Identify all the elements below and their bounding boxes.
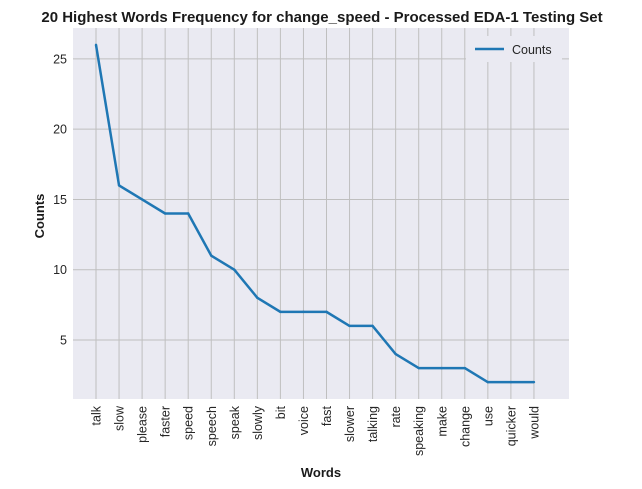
- data-point: [163, 212, 167, 215]
- data-point: [187, 212, 190, 215]
- y-tick-label: 5: [60, 333, 67, 347]
- series: [94, 43, 536, 384]
- data-point: [417, 366, 420, 370]
- x-tick-label: faster: [159, 406, 173, 437]
- y-tick-label: 25: [53, 52, 67, 66]
- y-ticks: 5 10 15 20 25: [53, 52, 67, 347]
- data-point: [140, 198, 144, 201]
- x-tick-label: bit: [274, 405, 288, 419]
- x-tick-label: would: [527, 406, 541, 440]
- x-axis-label: Words: [301, 465, 341, 480]
- x-tick-label: speak: [228, 405, 242, 439]
- x-tick-label: make: [435, 406, 449, 437]
- y-tick-label: 20: [53, 123, 67, 137]
- x-tick-label: speed: [182, 406, 196, 440]
- series-line: [94, 44, 534, 384]
- data-point: [532, 380, 536, 384]
- data-point: [117, 184, 121, 187]
- data-point: [371, 324, 374, 328]
- y-tick-label: 10: [53, 263, 67, 277]
- x-tick-label: speech: [205, 406, 219, 446]
- data-point: [256, 296, 259, 300]
- x-tick-label: talking: [366, 406, 380, 442]
- x-tick-label: slower: [343, 406, 357, 442]
- legend-label: Counts: [512, 43, 552, 57]
- y-tick-label: 15: [53, 193, 67, 207]
- data-point: [440, 366, 443, 370]
- data-point: [348, 324, 351, 328]
- y-axis-label: Counts: [32, 194, 47, 239]
- legend: Counts: [466, 36, 562, 62]
- x-tick-label: use: [481, 406, 495, 426]
- data-point: [210, 254, 213, 257]
- data-point: [233, 268, 236, 271]
- data-point: [486, 380, 490, 384]
- x-tick-label: voice: [297, 406, 311, 435]
- x-tick-label: please: [136, 406, 150, 443]
- data-point: [302, 310, 305, 314]
- x-tick-label: slow: [113, 405, 127, 431]
- data-point: [509, 380, 513, 384]
- x-tick-label: quicker: [504, 406, 518, 446]
- data-point: [94, 43, 98, 47]
- data-point: [394, 352, 397, 356]
- x-tick-label: slowly: [251, 405, 265, 440]
- chart-title: 20 Highest Words Frequency for change_sp…: [41, 9, 602, 26]
- grid: [73, 28, 569, 399]
- data-point: [325, 310, 328, 314]
- x-tick-label: rate: [389, 406, 403, 428]
- x-ticks: talk slow please faster speed speech speak slow…: [90, 405, 542, 456]
- data-point: [463, 366, 466, 370]
- x-tick-label: speaking: [412, 406, 426, 456]
- x-tick-label: fast: [320, 405, 334, 426]
- x-tick-label: talk: [90, 405, 104, 425]
- data-point: [279, 310, 282, 314]
- plot-area: [73, 28, 569, 399]
- x-tick-label: change: [458, 406, 472, 447]
